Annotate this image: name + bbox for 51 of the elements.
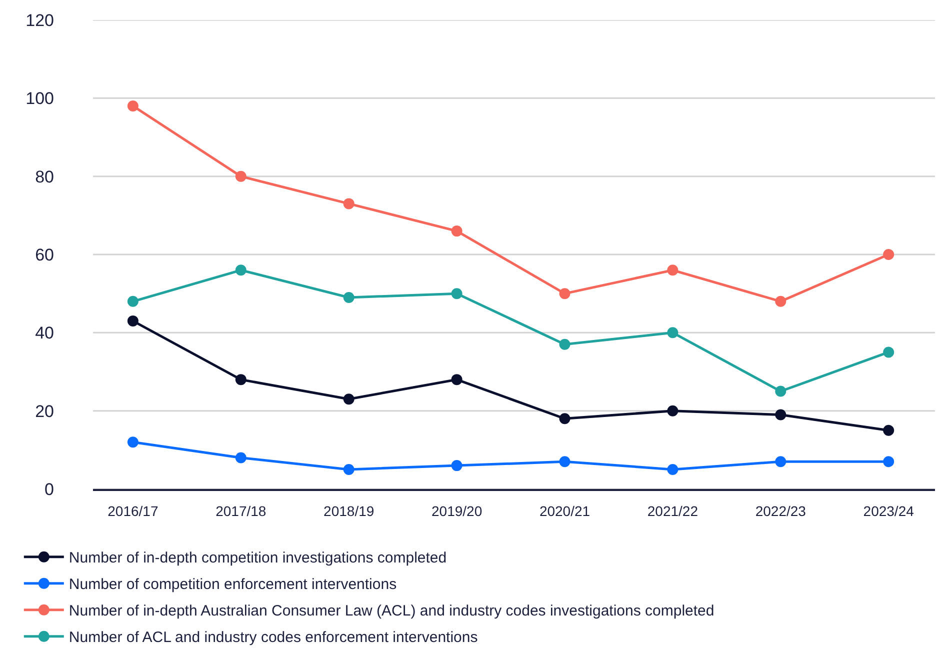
y-tick-label: 100 bbox=[26, 89, 54, 108]
point bbox=[775, 296, 786, 307]
y-tick-label: 120 bbox=[26, 10, 54, 30]
y-tick-label: 0 bbox=[44, 480, 54, 499]
y-tick-label: 20 bbox=[35, 402, 54, 421]
y-tick-label: 40 bbox=[35, 324, 54, 343]
point bbox=[775, 386, 786, 397]
point bbox=[451, 288, 462, 300]
point bbox=[883, 456, 894, 468]
point bbox=[559, 456, 570, 468]
point bbox=[343, 464, 354, 475]
point bbox=[235, 374, 246, 386]
point bbox=[559, 288, 570, 300]
legend-label: Number of in-depth Australian Consumer Law (ACL) and industry codes investigations completed bbox=[68, 602, 714, 620]
point bbox=[883, 249, 894, 260]
point bbox=[235, 452, 246, 464]
x-tick-label: 2020/21 bbox=[539, 502, 590, 519]
point bbox=[559, 338, 570, 350]
point bbox=[775, 456, 786, 468]
point bbox=[667, 264, 678, 276]
y-tick-label: 80 bbox=[35, 167, 54, 186]
point bbox=[559, 413, 570, 424]
point bbox=[343, 292, 354, 303]
point bbox=[883, 424, 894, 436]
point bbox=[127, 296, 138, 307]
point bbox=[343, 198, 354, 210]
x-tick-label: 2023/24 bbox=[863, 502, 914, 519]
point bbox=[235, 170, 246, 182]
point bbox=[667, 464, 678, 475]
point bbox=[127, 436, 138, 448]
x-tick-label: 2019/20 bbox=[431, 502, 482, 519]
point bbox=[667, 405, 678, 416]
y-tick-label: 60 bbox=[35, 245, 54, 264]
legend-label: Number of ACL and industry codes enforcement interventions bbox=[68, 629, 478, 646]
x-tick-label: 2018/19 bbox=[324, 502, 374, 519]
point bbox=[343, 394, 354, 405]
x-tick-label: 2016/17 bbox=[108, 502, 158, 519]
point bbox=[775, 409, 786, 420]
point bbox=[127, 100, 138, 112]
point bbox=[127, 315, 138, 326]
point bbox=[235, 264, 246, 276]
point bbox=[451, 460, 462, 472]
point bbox=[451, 374, 462, 386]
point bbox=[451, 226, 462, 237]
point bbox=[883, 346, 894, 358]
point bbox=[667, 327, 678, 338]
legend-label: Number of in-depth competition investigations completed bbox=[68, 550, 447, 567]
x-tick-label: 2017/18 bbox=[216, 502, 266, 519]
x-tick-label: 2021/22 bbox=[647, 502, 698, 519]
x-tick-label: 2022/23 bbox=[755, 502, 806, 519]
legend-label: Number of competition enforcement interventions bbox=[68, 576, 397, 594]
